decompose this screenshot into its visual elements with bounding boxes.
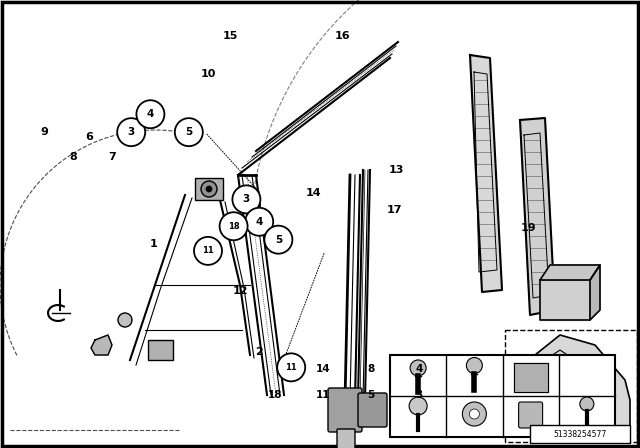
Text: 5: 5 (185, 127, 193, 137)
Bar (530, 425, 630, 443)
Text: 6: 6 (86, 132, 93, 142)
Circle shape (580, 397, 594, 411)
Text: 2: 2 (255, 347, 263, 357)
Bar (195, 178, 223, 200)
Text: 5: 5 (275, 235, 282, 245)
FancyBboxPatch shape (328, 388, 362, 432)
Circle shape (201, 181, 217, 197)
Text: 16: 16 (335, 31, 350, 41)
Polygon shape (540, 265, 600, 280)
Text: 12: 12 (232, 286, 248, 296)
Text: 3: 3 (415, 390, 423, 400)
Circle shape (410, 360, 426, 376)
Text: 10: 10 (200, 69, 216, 79)
Text: 9: 9 (41, 127, 49, 137)
Text: 18: 18 (268, 390, 282, 400)
Circle shape (264, 226, 292, 254)
Text: 8: 8 (367, 364, 375, 374)
Circle shape (462, 402, 486, 426)
Text: 1: 1 (150, 239, 157, 249)
Text: 3: 3 (127, 127, 135, 137)
Text: 14: 14 (306, 188, 321, 198)
FancyBboxPatch shape (518, 402, 543, 428)
Text: 18: 18 (228, 222, 239, 231)
Circle shape (467, 358, 483, 374)
Polygon shape (91, 335, 112, 355)
Polygon shape (590, 265, 600, 320)
Text: 3: 3 (243, 194, 250, 204)
Circle shape (220, 212, 248, 240)
Bar (505, 330, 637, 442)
Text: 17: 17 (387, 205, 403, 215)
Text: 51338254577: 51338254577 (554, 430, 607, 439)
Circle shape (194, 237, 222, 265)
Circle shape (136, 100, 164, 128)
Polygon shape (514, 363, 547, 392)
Circle shape (206, 186, 212, 192)
Text: 7: 7 (108, 152, 116, 162)
Text: 8: 8 (70, 152, 77, 162)
Text: 14: 14 (316, 364, 330, 374)
Text: 4: 4 (147, 109, 154, 119)
Circle shape (118, 313, 132, 327)
Bar (148, 340, 173, 360)
Circle shape (409, 397, 427, 415)
Text: 11: 11 (202, 246, 214, 255)
Text: 5: 5 (367, 390, 375, 400)
FancyBboxPatch shape (358, 393, 387, 427)
Text: 11: 11 (285, 363, 297, 372)
FancyBboxPatch shape (337, 429, 355, 448)
Polygon shape (470, 55, 502, 292)
Text: 19: 19 (520, 224, 536, 233)
Text: 13: 13 (389, 165, 404, 175)
Circle shape (469, 409, 479, 419)
Polygon shape (540, 280, 590, 320)
Text: 11: 11 (316, 390, 330, 400)
Circle shape (245, 208, 273, 236)
Circle shape (232, 185, 260, 213)
Text: 15: 15 (223, 31, 238, 41)
Circle shape (277, 353, 305, 381)
Polygon shape (520, 118, 555, 315)
Polygon shape (515, 335, 630, 435)
Text: 4: 4 (415, 364, 423, 374)
Circle shape (175, 118, 203, 146)
Circle shape (117, 118, 145, 146)
Text: 4: 4 (255, 217, 263, 227)
Bar (390, 355, 615, 437)
